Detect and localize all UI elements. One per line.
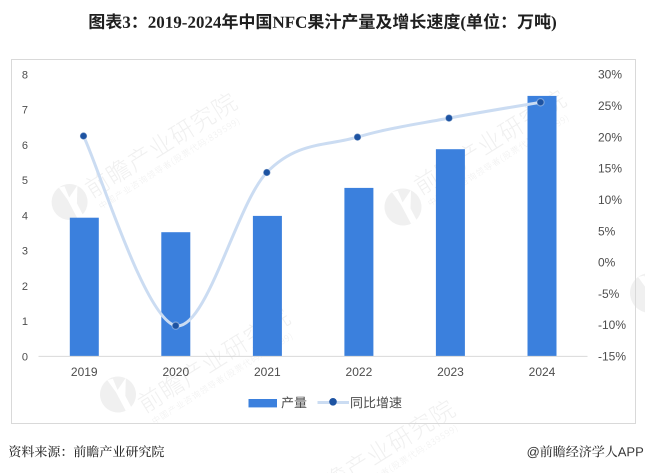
svg-text:2023: 2023 [437, 365, 464, 379]
svg-text:2021: 2021 [254, 365, 281, 379]
svg-text:1: 1 [22, 316, 28, 328]
svg-text:30%: 30% [598, 68, 622, 82]
svg-text:-10%: -10% [598, 318, 626, 332]
svg-text:20%: 20% [598, 130, 622, 144]
svg-text:2024: 2024 [529, 365, 556, 379]
svg-text:5: 5 [22, 175, 28, 187]
svg-text:-15%: -15% [598, 350, 626, 364]
svg-text:-5%: -5% [598, 287, 620, 301]
svg-text:7: 7 [22, 105, 28, 117]
svg-text:2019: 2019 [71, 365, 98, 379]
svg-text:5%: 5% [598, 224, 616, 238]
svg-text:25%: 25% [598, 99, 622, 113]
svg-text:4: 4 [22, 210, 28, 222]
svg-text:15%: 15% [598, 162, 622, 176]
svg-text:3: 3 [22, 246, 28, 258]
svg-text:8: 8 [22, 69, 28, 81]
svg-text:2022: 2022 [346, 365, 373, 379]
svg-text:2: 2 [22, 281, 28, 293]
svg-text:2020: 2020 [162, 365, 189, 379]
svg-text:6: 6 [22, 140, 28, 152]
svg-text:0%: 0% [598, 256, 616, 270]
svg-text:0: 0 [22, 351, 28, 363]
svg-text:10%: 10% [598, 193, 622, 207]
